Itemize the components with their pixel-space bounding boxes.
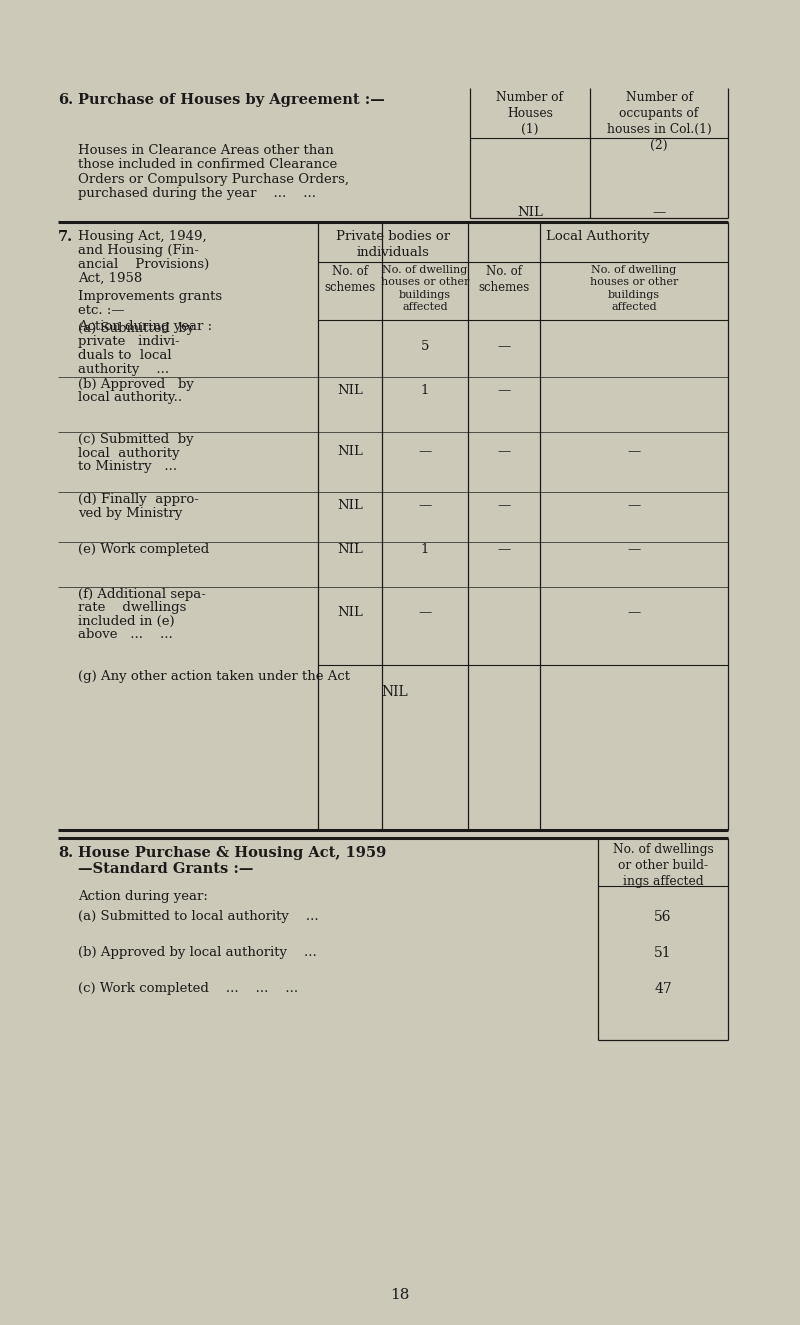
Text: Act, 1958: Act, 1958	[78, 272, 142, 285]
Text: private   indivi-: private indivi-	[78, 335, 180, 348]
Text: Housing Act, 1949,: Housing Act, 1949,	[78, 231, 206, 242]
Text: (b) Approved   by: (b) Approved by	[78, 378, 194, 391]
Text: those included in confirmed Clearance: those included in confirmed Clearance	[78, 159, 338, 171]
Text: No. of
schemes: No. of schemes	[324, 265, 376, 294]
Text: Orders or Compulsory Purchase Orders,: Orders or Compulsory Purchase Orders,	[78, 174, 349, 186]
Text: local  authority: local authority	[78, 447, 180, 460]
Text: NIL: NIL	[337, 500, 363, 511]
Text: (a) Submitted  by: (a) Submitted by	[78, 322, 194, 335]
Text: NIL: NIL	[517, 205, 543, 219]
Text: —: —	[498, 341, 510, 352]
Text: (c) Submitted  by: (c) Submitted by	[78, 433, 194, 447]
Text: NIL: NIL	[337, 384, 363, 398]
Text: above   ...    ...: above ... ...	[78, 628, 173, 641]
Text: No. of dwelling
houses or other
buildings
affected: No. of dwelling houses or other building…	[590, 265, 678, 313]
Text: Houses in Clearance Areas other than: Houses in Clearance Areas other than	[78, 144, 334, 156]
Text: No. of
schemes: No. of schemes	[478, 265, 530, 294]
Text: Private bodies or
individuals: Private bodies or individuals	[336, 231, 450, 258]
Text: 1: 1	[421, 384, 429, 398]
Text: —: —	[498, 500, 510, 511]
Text: NIL: NIL	[337, 606, 363, 619]
Text: —: —	[498, 543, 510, 556]
Text: 56: 56	[654, 910, 672, 924]
Text: (c) Work completed    ...    ...    ...: (c) Work completed ... ... ...	[78, 982, 298, 995]
Text: —: —	[498, 445, 510, 458]
Text: (b) Approved by local authority    ...: (b) Approved by local authority ...	[78, 946, 317, 959]
Text: —Standard Grants :—: —Standard Grants :—	[78, 863, 254, 876]
Text: —: —	[627, 500, 641, 511]
Text: duals to  local: duals to local	[78, 348, 172, 362]
Text: Action during year :: Action during year :	[78, 321, 212, 333]
Text: No. of dwellings
or other build-
ings affected: No. of dwellings or other build- ings af…	[613, 843, 714, 888]
Text: authority    ...: authority ...	[78, 363, 169, 375]
Text: 47: 47	[654, 982, 672, 996]
Text: —: —	[418, 606, 432, 619]
Text: —: —	[627, 445, 641, 458]
Text: NIL: NIL	[382, 685, 408, 700]
Text: etc. :—: etc. :—	[78, 303, 125, 317]
Text: rate    dwellings: rate dwellings	[78, 602, 186, 615]
Text: Purchase of Houses by Agreement :—: Purchase of Houses by Agreement :—	[78, 93, 385, 107]
Text: 5: 5	[421, 341, 429, 352]
Text: local authority..: local authority..	[78, 391, 182, 404]
Text: (f) Additional sepa-: (f) Additional sepa-	[78, 588, 206, 602]
Text: (g) Any other action taken under the Act: (g) Any other action taken under the Act	[78, 670, 350, 682]
Text: to Ministry   ...: to Ministry ...	[78, 460, 177, 473]
Text: (e) Work completed: (e) Work completed	[78, 543, 210, 556]
Text: ved by Ministry: ved by Ministry	[78, 506, 182, 519]
Text: ancial    Provisions): ancial Provisions)	[78, 258, 210, 272]
Text: —: —	[418, 500, 432, 511]
Text: included in (e): included in (e)	[78, 615, 174, 628]
Text: purchased during the year    ...    ...: purchased during the year ... ...	[78, 188, 316, 200]
Text: —: —	[498, 384, 510, 398]
Text: —: —	[627, 543, 641, 556]
Text: 8.: 8.	[58, 845, 73, 860]
Text: —: —	[652, 205, 666, 219]
Text: 6.: 6.	[58, 93, 73, 107]
Text: Number of
occupants of
houses in Col.(1)
(2): Number of occupants of houses in Col.(1)…	[606, 91, 711, 152]
Text: 18: 18	[390, 1288, 410, 1302]
Text: NIL: NIL	[337, 445, 363, 458]
Text: and Housing (Fin-: and Housing (Fin-	[78, 244, 199, 257]
Text: 1: 1	[421, 543, 429, 556]
Text: —: —	[418, 445, 432, 458]
Text: 51: 51	[654, 946, 672, 961]
Text: (a) Submitted to local authority    ...: (a) Submitted to local authority ...	[78, 910, 318, 924]
Text: Improvements grants: Improvements grants	[78, 290, 222, 303]
Text: —: —	[627, 606, 641, 619]
Text: NIL: NIL	[337, 543, 363, 556]
Text: (d) Finally  appro-: (d) Finally appro-	[78, 493, 199, 506]
Text: No. of dwelling
houses or other
buildings
affected: No. of dwelling houses or other building…	[381, 265, 469, 313]
Text: Action during year:: Action during year:	[78, 890, 208, 904]
Text: Number of
Houses
(1): Number of Houses (1)	[497, 91, 563, 136]
Text: House Purchase & Housing Act, 1959: House Purchase & Housing Act, 1959	[78, 845, 386, 860]
Text: Local Authority: Local Authority	[546, 231, 650, 242]
Text: 7.: 7.	[58, 231, 73, 244]
